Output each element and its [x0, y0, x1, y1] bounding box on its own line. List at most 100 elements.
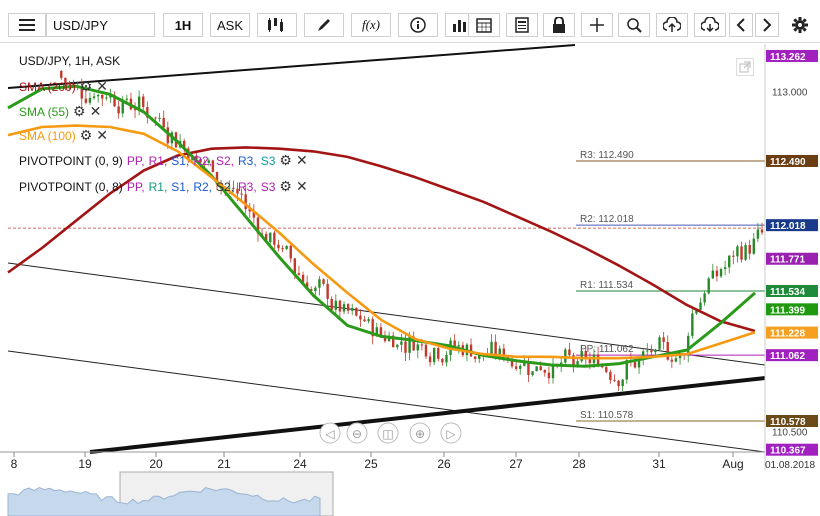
candle-body: [215, 171, 219, 185]
gear-icon[interactable]: ⚙: [79, 78, 93, 94]
timeframe-button[interactable]: 1H: [163, 13, 203, 37]
download-button[interactable]: [694, 13, 726, 37]
candle-body: [412, 336, 415, 351]
candle-body: [404, 341, 407, 353]
close-icon[interactable]: ✕: [295, 152, 308, 168]
candle-body: [363, 319, 366, 322]
price-type-button[interactable]: ASK: [210, 13, 250, 37]
candle-body: [330, 298, 333, 310]
scroll-left-button[interactable]: [729, 13, 753, 37]
navigator[interactable]: [0, 471, 765, 516]
candle-body: [719, 269, 723, 277]
calendar-button[interactable]: [468, 13, 500, 37]
candle-body: [195, 155, 198, 159]
candle-body: [625, 360, 628, 380]
chevron-left-icon: [736, 18, 745, 32]
candle-body: [60, 70, 63, 78]
upload-button[interactable]: [656, 13, 688, 37]
candle-body: [674, 358, 678, 362]
price-tag-label: 111.399: [770, 305, 805, 316]
sma-lines: [7, 84, 756, 368]
symbol-value: USD/JPY: [53, 17, 108, 33]
function-label: f(x): [361, 17, 381, 32]
menu-icon[interactable]: [8, 13, 46, 37]
candle-body: [400, 341, 403, 345]
draw-button[interactable]: [304, 13, 344, 37]
candle-body: [142, 96, 145, 108]
info-button[interactable]: [398, 13, 438, 37]
candle-body: [420, 344, 424, 346]
candle-body: [580, 351, 583, 362]
gear-icon[interactable]: ⚙: [73, 103, 86, 119]
candle-body: [670, 359, 674, 362]
candle-body: [256, 217, 260, 234]
candle-body: [678, 354, 682, 359]
chart-title: USD/JPY, 1H, ASK: [19, 54, 121, 68]
price-tick-label: 110.500: [772, 428, 808, 439]
time-axis: 8 19 20 21 24 25 26 27 28 31 Aug 01.08.2018: [0, 44, 815, 471]
expand-button[interactable]: [736, 58, 754, 76]
settings-button[interactable]: [788, 13, 812, 37]
candle-body: [154, 117, 157, 119]
close-icon[interactable]: ✕: [96, 127, 108, 143]
candle-body: [494, 341, 497, 354]
symbol-input[interactable]: USD/JPY: [46, 13, 155, 37]
document-icon: [515, 17, 529, 33]
close-icon[interactable]: ✕: [96, 78, 108, 94]
candle-body: [633, 362, 637, 368]
cloud-upload-icon: [663, 17, 681, 32]
indicator-row: SMA (55) ⚙ ✕: [19, 103, 101, 120]
candle-body: [207, 160, 210, 163]
zoom-in-icon: ⊕: [415, 427, 425, 441]
candle-body: [96, 94, 100, 97]
price-tag-label: 111.534: [770, 287, 805, 298]
candle-body: [391, 335, 395, 348]
candle-body: [314, 287, 317, 292]
candle-body: [760, 229, 764, 233]
gear-icon[interactable]: ⚙: [79, 127, 93, 143]
candle-body: [756, 229, 760, 239]
price-tag-label: 112.018: [770, 221, 806, 232]
indicator-name: SMA (100): [19, 128, 76, 143]
price-tag-box: [766, 154, 818, 167]
upper-trendline: [7, 44, 576, 89]
candle-body: [707, 278, 710, 294]
chart-type-button[interactable]: [257, 13, 297, 37]
gear-icon[interactable]: ⚙: [279, 178, 292, 194]
zoom-button[interactable]: [618, 13, 650, 37]
close-icon[interactable]: ✕: [89, 103, 102, 119]
candle-body: [121, 99, 124, 114]
price-tag-box: [766, 219, 818, 232]
pivot-key: R3,: [238, 179, 257, 194]
candle-body: [338, 300, 342, 312]
lock-button[interactable]: [543, 13, 575, 37]
gear-icon[interactable]: ⚙: [279, 152, 292, 168]
candle-body: [654, 349, 657, 353]
candle-body: [158, 117, 161, 119]
price-tag-box: [766, 303, 818, 316]
candle-body: [183, 140, 186, 149]
candle-body: [355, 307, 358, 316]
candle-body: [203, 162, 206, 164]
candle-body: [543, 370, 547, 373]
function-button[interactable]: f(x): [351, 13, 391, 37]
candle-body: [568, 349, 571, 356]
candle-body: [473, 356, 477, 359]
time-tick-label: 31: [652, 457, 666, 471]
scroll-right-button[interactable]: [755, 13, 779, 37]
pivot-key: S1,: [171, 179, 190, 194]
candle-body: [641, 351, 645, 360]
pivot-indicator-row: PIVOTPOINT (0, 8) PP, R1, S1, R2, S2, R3, S3 ⚙ ✕: [19, 178, 308, 195]
candle-body: [105, 97, 108, 99]
candle-body: [232, 187, 235, 189]
pivot-key: R3,: [238, 153, 257, 168]
toolbar: USD/JPY 1H ASK f(x): [0, 0, 820, 43]
candle-body: [293, 258, 297, 274]
zoom-controls[interactable]: ◁ ⊖ ◫ ⊕ ▷: [319, 422, 462, 444]
close-icon[interactable]: ✕: [295, 178, 308, 194]
crosshair-button[interactable]: [581, 13, 613, 37]
pivot-key: R1,: [148, 179, 168, 194]
template-button[interactable]: [506, 13, 538, 37]
candle-body: [367, 319, 370, 322]
